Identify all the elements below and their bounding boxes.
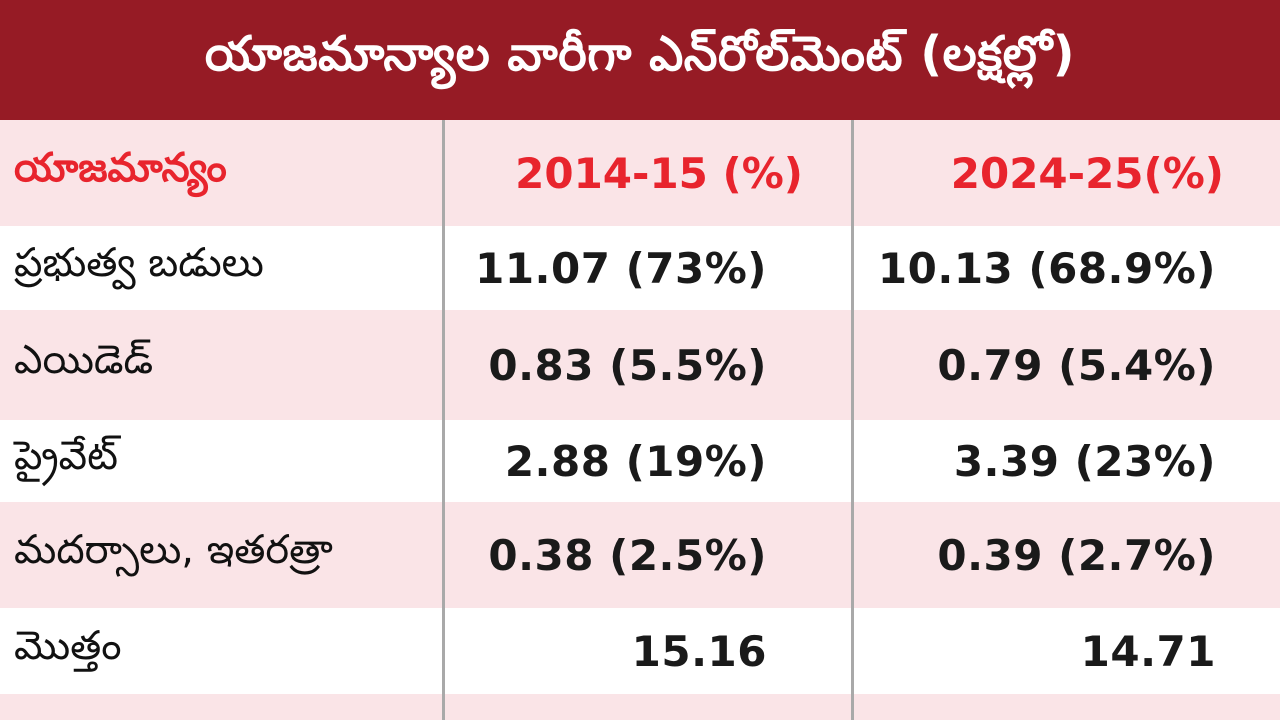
value-2024: 0.39 (2.7%) xyxy=(937,530,1216,580)
column-divider xyxy=(851,120,854,720)
table-row: ఎయిడెడ్ 0.83 (5.5%) 0.79 (5.4%) xyxy=(0,310,1280,420)
value-2024: 10.13 (68.9%) xyxy=(877,243,1216,293)
value-2014: 0.83 (5.5%) xyxy=(488,340,767,390)
header-cell-2014: 2014-15 (%) xyxy=(443,120,853,226)
header-cell-2024: 2024-25(%) xyxy=(853,120,1280,226)
value-2024: 3.39 (23%) xyxy=(953,436,1216,486)
value-2014: 11.07 (73%) xyxy=(475,243,767,293)
row-label-cell: ప్రైవేట్ xyxy=(0,420,443,502)
row-label: మదర్సాలు, ఇతరత్రా xyxy=(14,527,333,573)
value-2014: 15.16 xyxy=(631,626,767,676)
table-row: ప్రైవేట్ 2.88 (19%) 3.39 (23%) xyxy=(0,420,1280,502)
value-2014-cell: 2.88 (19%) xyxy=(443,420,853,502)
value-2014-cell: 0.83 (5.5%) xyxy=(443,310,853,420)
row-label-cell: ఎయిడెడ్ xyxy=(0,310,443,420)
value-2024-cell: 3.39 (23%) xyxy=(853,420,1280,502)
value-2014-cell: 15.16 xyxy=(443,608,853,694)
value-2024-cell: 0.39 (2.7%) xyxy=(853,502,1280,608)
value-2014-cell: 0.38 (2.5%) xyxy=(443,502,853,608)
table-row: ప్రభుత్వ బడులు 11.07 (73%) 10.13 (68.9%) xyxy=(0,226,1280,310)
row-label: మొత్తం xyxy=(14,623,122,669)
title-bar: యాజమాన్యాల వారీగా ఎన్‌రోల్‌మెంట్ (లక్షల్… xyxy=(0,0,1280,120)
value-2024-cell: 14.71 xyxy=(853,608,1280,694)
table-footer-strip xyxy=(0,694,1280,720)
row-label-cell: మదర్సాలు, ఇతరత్రా xyxy=(0,502,443,608)
row-label: ప్రైవేట్ xyxy=(14,433,118,479)
table-row: మొత్తం 15.16 14.71 xyxy=(0,608,1280,694)
value-2014: 2.88 (19%) xyxy=(504,436,767,486)
value-2024-cell: 10.13 (68.9%) xyxy=(853,226,1280,310)
row-label: ప్రభుత్వ బడులు xyxy=(14,240,264,286)
value-2024: 0.79 (5.4%) xyxy=(937,340,1216,390)
table-header-row: యాజమాన్యం 2014-15 (%) 2024-25(%) xyxy=(0,120,1280,226)
header-2014-label: 2014-15 (%) xyxy=(515,148,803,198)
value-2014-cell: 11.07 (73%) xyxy=(443,226,853,310)
value-2024-cell: 0.79 (5.4%) xyxy=(853,310,1280,420)
header-2024-label: 2024-25(%) xyxy=(950,148,1224,198)
value-2024: 14.71 xyxy=(1080,626,1216,676)
column-divider xyxy=(442,120,445,720)
value-2014: 0.38 (2.5%) xyxy=(488,530,767,580)
enrollment-table: యాజమాన్యం 2014-15 (%) 2024-25(%) ప్రభుత్… xyxy=(0,120,1280,720)
header-management-label: యాజమాన్యం xyxy=(14,145,227,191)
header-cell-management: యాజమాన్యం xyxy=(0,120,443,226)
row-label: ఎయిడెడ్ xyxy=(14,337,154,383)
table-row: మదర్సాలు, ఇతరత్రా 0.38 (2.5%) 0.39 (2.7%… xyxy=(0,502,1280,608)
row-label-cell: మొత్తం xyxy=(0,608,443,694)
page-title: యాజమాన్యాల వారీగా ఎన్‌రోల్‌మెంట్ (లక్షల్… xyxy=(204,26,1076,82)
row-label-cell: ప్రభుత్వ బడులు xyxy=(0,226,443,310)
